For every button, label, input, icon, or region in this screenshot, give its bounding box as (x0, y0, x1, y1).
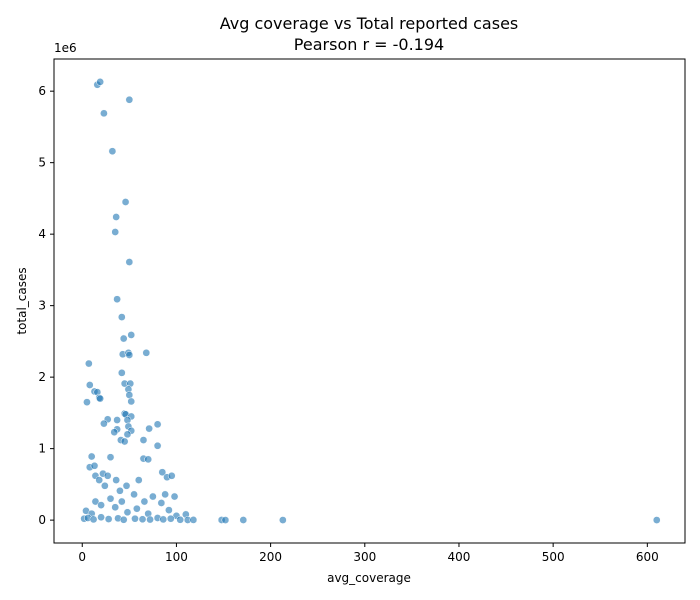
data-point (120, 437, 129, 446)
y-axis-ticks: 0 1 2 3 4 5 6 (38, 84, 54, 527)
data-point (119, 334, 128, 343)
data-point (100, 109, 108, 118)
x-tick-label: 500 (542, 550, 565, 564)
x-axis-ticks: 0 100 200 300 400 500 600 (78, 543, 659, 564)
data-point (167, 471, 176, 480)
y-tick-label: 1 (38, 442, 46, 456)
data-point (103, 471, 112, 480)
data-point (117, 368, 126, 377)
y-tick-label: 0 (38, 513, 46, 527)
data-point (112, 476, 121, 484)
data-point (125, 258, 134, 266)
data-point (100, 419, 108, 428)
data-point (96, 78, 104, 86)
data-point (110, 428, 119, 437)
data-point (149, 492, 157, 501)
data-point (123, 416, 132, 424)
chart-title: Avg coverage vs Total reported cases (220, 14, 519, 33)
data-point (652, 516, 661, 524)
data-point (170, 492, 179, 501)
data-point (111, 503, 120, 512)
data-point (142, 348, 151, 357)
data-point (85, 381, 94, 389)
data-point (108, 147, 117, 156)
data-point (104, 515, 113, 523)
y-tick-label: 6 (38, 84, 46, 98)
data-point (130, 490, 138, 499)
data-point (113, 416, 121, 424)
x-tick-label: 600 (636, 550, 659, 564)
data-point (140, 497, 149, 506)
x-tick-label: 200 (259, 550, 282, 564)
y-tick-label: 2 (38, 370, 46, 384)
y-tick-label: 5 (38, 156, 46, 170)
x-tick-label: 100 (165, 550, 188, 564)
x-tick-label: 0 (78, 550, 86, 564)
data-point (117, 313, 126, 321)
data-point (106, 494, 115, 503)
data-point (116, 486, 124, 495)
data-point (221, 516, 230, 524)
data-point (96, 394, 104, 403)
data-point (125, 351, 134, 359)
x-tick-label: 400 (448, 550, 471, 564)
data-point (125, 95, 134, 104)
data-point (97, 513, 105, 522)
data-point (134, 476, 143, 484)
plot-frame (53, 58, 686, 544)
data-point (125, 391, 134, 399)
data-point (153, 441, 162, 450)
data-point (146, 515, 154, 524)
data-point (90, 461, 99, 470)
data-point (117, 497, 126, 506)
data-point (89, 515, 98, 524)
data-point (161, 490, 169, 499)
chart-subtitle: Pearson r = -0.194 (294, 35, 444, 54)
data-point (157, 499, 166, 507)
data-point (165, 506, 173, 514)
data-point (138, 515, 147, 524)
data-point (113, 295, 121, 304)
data-point (97, 501, 105, 509)
data-point (133, 504, 141, 513)
data-point (84, 359, 93, 368)
data-point (121, 198, 130, 206)
data-point (139, 436, 148, 444)
data-point (123, 508, 132, 517)
data-point (176, 515, 185, 524)
data-point (127, 331, 136, 339)
data-point (111, 228, 120, 236)
data-point (87, 452, 96, 461)
data-point (83, 398, 91, 407)
data-point (189, 516, 198, 524)
data-point (119, 515, 128, 524)
data-point (166, 514, 175, 523)
data-point (95, 476, 104, 484)
data-point (158, 468, 167, 477)
data-point (159, 515, 168, 524)
y-tick-label: 3 (38, 299, 46, 313)
y-offset-label: 1e6 (54, 41, 77, 55)
x-axis-label: avg_coverage (327, 571, 411, 585)
y-axis-label: total_cases (15, 267, 29, 334)
data-point (239, 516, 248, 524)
data-point (106, 453, 115, 462)
data-point (123, 430, 132, 439)
data-point (131, 514, 139, 523)
data-point (91, 497, 100, 506)
data-point (122, 481, 131, 490)
data-point (112, 213, 121, 221)
data-point (127, 397, 136, 406)
y-tick-label: 4 (38, 227, 46, 241)
data-point (101, 481, 109, 490)
data-point (144, 455, 153, 464)
data-point (145, 424, 153, 433)
data-points (80, 78, 661, 524)
data-point (153, 420, 162, 429)
x-tick-label: 300 (353, 550, 376, 564)
data-point (279, 516, 287, 524)
